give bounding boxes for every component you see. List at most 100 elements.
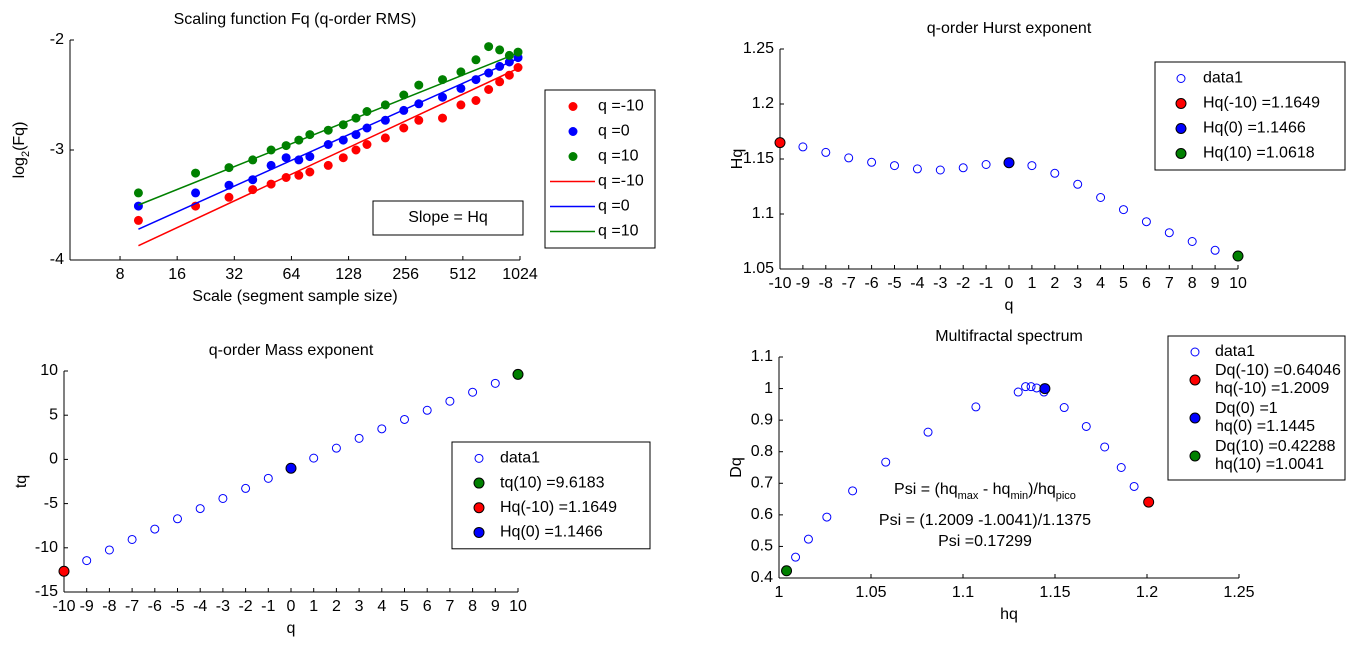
- y-tick-label: 0.7: [751, 475, 773, 492]
- dot-marker: [191, 168, 201, 178]
- x-tick-label: -6: [148, 598, 162, 615]
- open-marker: [1187, 237, 1197, 246]
- dot-marker: [1189, 450, 1201, 462]
- legend-label: q =-10: [598, 173, 644, 190]
- open-marker: [881, 457, 891, 467]
- open-marker: [1096, 193, 1106, 202]
- x-tick-label: 1: [775, 584, 784, 601]
- x-tick-label: 2: [1050, 275, 1059, 292]
- dot-marker: [285, 462, 297, 474]
- y-axis-label: log2(Fq): [11, 122, 32, 179]
- y-tick-label: -10: [35, 539, 58, 556]
- legend-label: Hq(0) =1.1466: [1203, 120, 1306, 137]
- x-tick-label: 7: [445, 598, 454, 615]
- dot-marker: [438, 113, 448, 123]
- dot-marker: [473, 477, 485, 489]
- x-tick-label: -7: [842, 275, 856, 292]
- open-marker: [1141, 217, 1151, 227]
- open-marker: [1164, 228, 1174, 238]
- annotation-box: [372, 200, 524, 236]
- open-marker: [104, 545, 114, 555]
- x-tick-label: -8: [819, 275, 833, 292]
- legend-label: data1: [1215, 343, 1255, 360]
- annotation-part: )/hq: [1028, 481, 1056, 498]
- x-tick-label: 32: [225, 266, 243, 283]
- y-tick-label: 1.2: [752, 95, 774, 112]
- legend-label: q =0: [598, 123, 630, 140]
- x-tick-label: 4: [377, 598, 386, 615]
- x-tick-label: -3: [933, 275, 947, 292]
- open-marker: [821, 147, 831, 157]
- open-marker: [971, 402, 981, 412]
- legend-label: data1: [1203, 70, 1243, 87]
- open-marker: [150, 524, 160, 534]
- legend-label: Dq(0) =1: [1215, 400, 1278, 417]
- legend-label: q =10: [598, 223, 639, 240]
- open-marker: [241, 483, 251, 493]
- x-tick-label: -1: [261, 598, 275, 615]
- y-tick-label: 0.4: [751, 569, 773, 586]
- x-tick-label: 7: [1165, 275, 1174, 292]
- fit-line: [138, 51, 521, 206]
- y-tick-label: 5: [49, 406, 58, 423]
- open-marker: [912, 164, 922, 174]
- dot-marker: [399, 123, 409, 133]
- x-tick-label: 128: [335, 266, 362, 283]
- legend-label: Dq(10) =0.42288: [1215, 438, 1336, 455]
- x-tick-label: 5: [1119, 275, 1128, 292]
- dot-marker: [456, 100, 466, 110]
- legend-label: data1: [500, 450, 540, 467]
- y-axis-label-part: 2: [20, 151, 32, 157]
- x-tick-label: -5: [170, 598, 184, 615]
- open-marker: [848, 486, 858, 496]
- x-tick-label: 8: [1188, 275, 1197, 292]
- open-marker: [127, 534, 137, 544]
- legend: data1 tq(10) =9.6183 Hq(-10) =1.1649 Hq(0) …: [451, 441, 651, 550]
- open-marker: [798, 142, 808, 152]
- x-tick-label: -6: [864, 275, 878, 292]
- x-tick-label: 1024: [502, 266, 538, 283]
- x-tick-label: -10: [768, 275, 791, 292]
- legend-label: q =0: [598, 198, 630, 215]
- dot-marker: [484, 42, 494, 52]
- dot-marker: [1175, 98, 1187, 109]
- annotation: Psi = (hqmax - hqmin)/hqpico: [894, 481, 1076, 502]
- open-marker: [1176, 74, 1186, 83]
- open-marker: [309, 453, 319, 463]
- x-tick-label: 5: [400, 598, 409, 615]
- open-marker: [1059, 403, 1069, 413]
- y-tick-label: 1.05: [743, 260, 774, 277]
- open-marker: [377, 424, 387, 434]
- open-marker: [1116, 463, 1126, 472]
- open-marker: [1190, 347, 1200, 357]
- chart-title: Scaling function Fq (q-order RMS): [174, 11, 417, 28]
- x-tick-label: 8: [116, 266, 125, 283]
- legend-label: q =10: [598, 148, 639, 165]
- y-axis-label: tq: [13, 475, 30, 488]
- legend-label: Hq(0) =1.1466: [500, 524, 603, 541]
- annotation-part: Psi = (hq: [894, 481, 958, 498]
- x-tick-label: 9: [491, 598, 500, 615]
- y-axis-label-part: Dq: [728, 457, 745, 477]
- y-tick-label: -5: [44, 495, 58, 512]
- dot-marker: [774, 137, 786, 149]
- x-tick-label: 256: [392, 266, 419, 283]
- dot-marker: [351, 145, 361, 155]
- legend-box: [544, 89, 656, 249]
- x-tick-label: -4: [193, 598, 207, 615]
- x-tick-label: 6: [1142, 275, 1151, 292]
- y-axis-label-part: (Fq): [11, 122, 28, 151]
- open-marker: [923, 427, 933, 437]
- dot-marker: [1143, 496, 1155, 508]
- chart-title: q-order Hurst exponent: [927, 20, 1092, 37]
- x-tick-label: 10: [1229, 275, 1247, 292]
- chart-title: q-order Mass exponent: [209, 342, 374, 359]
- y-axis-label: Dq: [728, 457, 745, 477]
- dot-marker: [473, 526, 485, 538]
- x-tick-label: -2: [956, 275, 970, 292]
- dot-marker: [1189, 374, 1201, 386]
- x-axis-label: hq: [1000, 606, 1018, 623]
- dot-marker: [1003, 157, 1015, 169]
